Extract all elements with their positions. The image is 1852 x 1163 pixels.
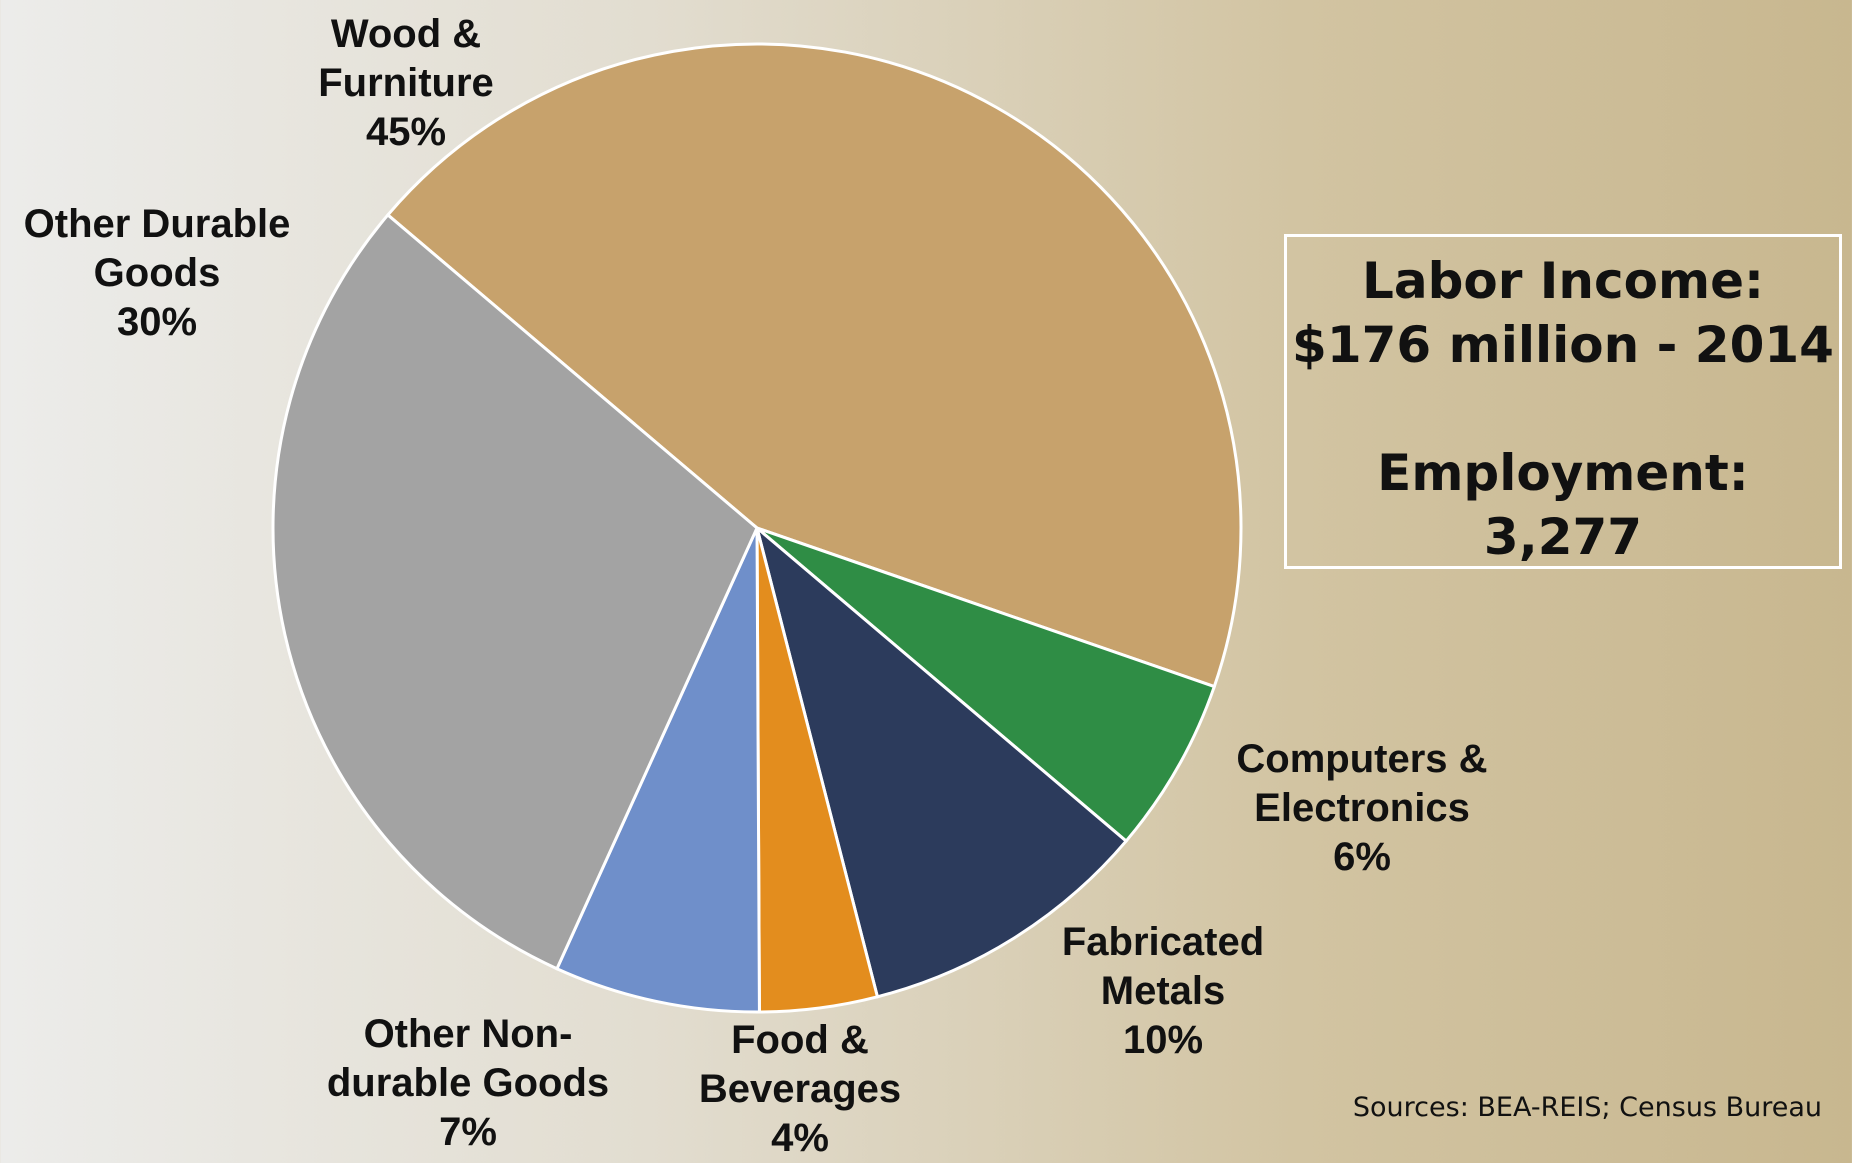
category-label: Computers & Electronics — [1236, 737, 1488, 830]
info-box: Labor Income: $176 million - 2014 Employ… — [1284, 234, 1842, 569]
labor-income-label: Labor Income: — [1361, 252, 1764, 310]
slice-label: Other Non- durable Goods 7% — [268, 1010, 668, 1157]
pie-slice — [385, 42, 1243, 689]
employment-label: Employment: — [1377, 444, 1749, 502]
value-label: 6% — [1333, 835, 1391, 879]
slice-label: Computers & Electronics 6% — [1162, 735, 1562, 882]
value-label: 4% — [771, 1116, 829, 1160]
spacer — [1287, 377, 1839, 441]
labor-income-value: $176 million - 2014 — [1292, 316, 1834, 374]
pie-slice — [554, 527, 761, 1014]
pie-slice — [271, 212, 759, 971]
category-label: Wood & Furniture — [318, 12, 494, 105]
pie-slice — [754, 523, 1129, 999]
value-label: 30% — [116, 300, 198, 344]
category-label: Other Durable Goods — [23, 202, 291, 295]
slice-label: Food & Beverages 4% — [600, 1016, 1000, 1163]
slice-label: Other Durable Goods 30% — [0, 200, 357, 347]
slice-label: Wood & Furniture 45% — [206, 10, 606, 157]
slice-label: Fabricated Metals 10% — [963, 918, 1363, 1065]
value-label: 10% — [1122, 1018, 1204, 1062]
value-label: 45% — [365, 110, 447, 154]
employment-value: 3,277 — [1483, 508, 1643, 566]
category-label: Fabricated Metals — [1061, 920, 1265, 1013]
pie-slice — [756, 526, 1217, 844]
sources: Sources: BEA-REIS; Census Bureau — [1352, 1092, 1822, 1123]
category-label: Other Non- durable Goods — [326, 1012, 610, 1105]
category-label: Food & Beverages — [698, 1018, 902, 1111]
value-label: 7% — [439, 1110, 497, 1154]
